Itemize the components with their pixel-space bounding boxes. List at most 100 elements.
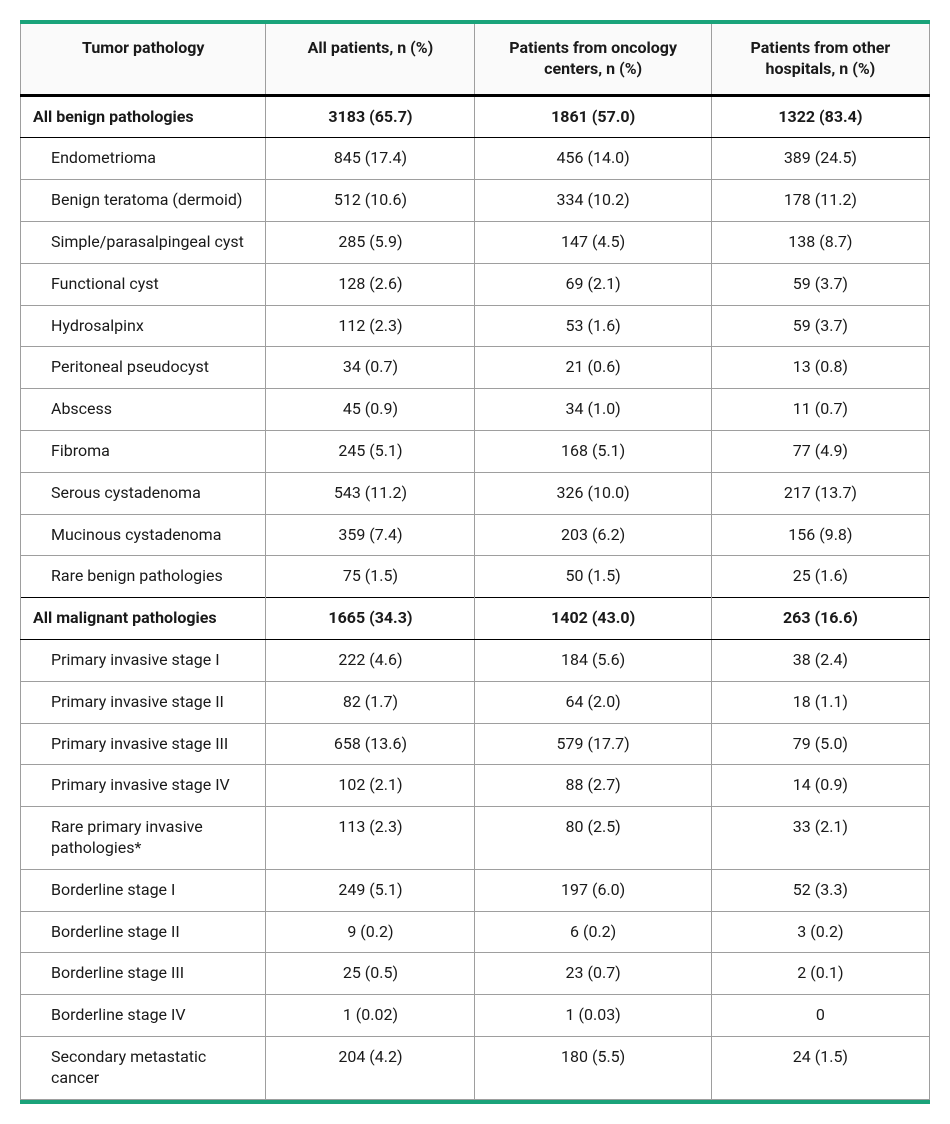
row-value: 845 (17.4) [266,138,475,180]
row-label: Primary invasive stage I [21,639,266,681]
row-value: 77 (4.9) [711,430,929,472]
row-label: Endometrioma [21,138,266,180]
row-value: 23 (0.7) [475,953,711,995]
col-header-other: Patients from other hospitals, n (%) [711,24,929,95]
row-value: 64 (2.0) [475,681,711,723]
row-value: 88 (2.7) [475,765,711,807]
row-label: Rare primary invasive pathologies* [21,807,266,870]
col-header-all-patients: All patients, n (%) [266,24,475,95]
row-value: 359 (7.4) [266,514,475,556]
row-value: 147 (4.5) [475,221,711,263]
table-row: Borderline stage III25 (0.5)23 (0.7)2 (0… [21,953,930,995]
row-value: 24 (1.5) [711,1036,929,1099]
row-label: Peritoneal pseudocyst [21,347,266,389]
row-value: 2 (0.1) [711,953,929,995]
row-value: 69 (2.1) [475,263,711,305]
table-row: Fibroma245 (5.1)168 (5.1)77 (4.9) [21,430,930,472]
row-label: Rare benign pathologies [21,556,266,598]
row-value: 178 (11.2) [711,180,929,222]
table-row: Rare primary invasive pathologies*113 (2… [21,807,930,870]
row-label: Borderline stage III [21,953,266,995]
row-label: Borderline stage II [21,911,266,953]
row-value: 53 (1.6) [475,305,711,347]
row-value: 59 (3.7) [711,263,929,305]
row-value: 50 (1.5) [475,556,711,598]
row-label: Benign teratoma (dermoid) [21,180,266,222]
row-value: 203 (6.2) [475,514,711,556]
row-value: 25 (0.5) [266,953,475,995]
pathology-table: Tumor pathology All patients, n (%) Pati… [20,24,930,1100]
row-value: 45 (0.9) [266,389,475,431]
row-value: 245 (5.1) [266,430,475,472]
row-value: 1861 (57.0) [475,95,711,138]
row-value: 34 (0.7) [266,347,475,389]
row-value: 80 (2.5) [475,807,711,870]
row-value: 1 (0.03) [475,995,711,1037]
row-label: All malignant pathologies [21,598,266,640]
row-label: Hydrosalpinx [21,305,266,347]
table-row: Primary invasive stage III658 (13.6)579 … [21,723,930,765]
pathology-table-wrap: Tumor pathology All patients, n (%) Pati… [20,20,930,1104]
table-row: Primary invasive stage I222 (4.6)184 (5.… [21,639,930,681]
row-label: Fibroma [21,430,266,472]
table-header: Tumor pathology All patients, n (%) Pati… [21,24,930,95]
row-value: 59 (3.7) [711,305,929,347]
row-value: 3183 (65.7) [266,95,475,138]
row-value: 102 (2.1) [266,765,475,807]
table-row: Benign teratoma (dermoid)512 (10.6)334 (… [21,180,930,222]
row-value: 38 (2.4) [711,639,929,681]
row-value: 168 (5.1) [475,430,711,472]
table-row: All malignant pathologies1665 (34.3)1402… [21,598,930,640]
row-value: 334 (10.2) [475,180,711,222]
row-label: Serous cystadenoma [21,472,266,514]
row-value: 180 (5.5) [475,1036,711,1099]
table-row: Abscess45 (0.9)34 (1.0)11 (0.7) [21,389,930,431]
row-value: 21 (0.6) [475,347,711,389]
row-value: 1665 (34.3) [266,598,475,640]
row-value: 18 (1.1) [711,681,929,723]
row-value: 249 (5.1) [266,869,475,911]
row-value: 512 (10.6) [266,180,475,222]
row-value: 0 [711,995,929,1037]
row-value: 389 (24.5) [711,138,929,180]
row-value: 75 (1.5) [266,556,475,598]
row-value: 112 (2.3) [266,305,475,347]
table-row: Hydrosalpinx112 (2.3)53 (1.6)59 (3.7) [21,305,930,347]
table-row: Borderline stage II9 (0.2)6 (0.2)3 (0.2) [21,911,930,953]
table-row: All benign pathologies3183 (65.7)1861 (5… [21,95,930,138]
row-value: 33 (2.1) [711,807,929,870]
row-label: Simple/parasalpingeal cyst [21,221,266,263]
row-value: 658 (13.6) [266,723,475,765]
row-value: 138 (8.7) [711,221,929,263]
row-value: 204 (4.2) [266,1036,475,1099]
table-row: Rare benign pathologies75 (1.5)50 (1.5)2… [21,556,930,598]
row-label: Primary invasive stage IV [21,765,266,807]
table-header-row: Tumor pathology All patients, n (%) Pati… [21,24,930,95]
row-value: 217 (13.7) [711,472,929,514]
row-value: 82 (1.7) [266,681,475,723]
table-body: All benign pathologies3183 (65.7)1861 (5… [21,95,930,1099]
row-value: 156 (9.8) [711,514,929,556]
row-label: Functional cyst [21,263,266,305]
row-value: 184 (5.6) [475,639,711,681]
table-row: Borderline stage IV1 (0.02)1 (0.03)0 [21,995,930,1037]
row-label: Primary invasive stage III [21,723,266,765]
table-row: Primary invasive stage II82 (1.7)64 (2.0… [21,681,930,723]
row-value: 52 (3.3) [711,869,929,911]
col-header-pathology: Tumor pathology [21,24,266,95]
row-value: 25 (1.6) [711,556,929,598]
table-row: Primary invasive stage IV102 (2.1)88 (2.… [21,765,930,807]
row-value: 579 (17.7) [475,723,711,765]
row-value: 113 (2.3) [266,807,475,870]
row-value: 1 (0.02) [266,995,475,1037]
row-value: 285 (5.9) [266,221,475,263]
row-value: 543 (11.2) [266,472,475,514]
row-label: Mucinous cystadenoma [21,514,266,556]
row-value: 11 (0.7) [711,389,929,431]
row-value: 13 (0.8) [711,347,929,389]
table-row: Serous cystadenoma543 (11.2)326 (10.0)21… [21,472,930,514]
row-value: 9 (0.2) [266,911,475,953]
table-row: Mucinous cystadenoma359 (7.4)203 (6.2)15… [21,514,930,556]
row-label: Abscess [21,389,266,431]
table-row: Endometrioma845 (17.4)456 (14.0)389 (24.… [21,138,930,180]
